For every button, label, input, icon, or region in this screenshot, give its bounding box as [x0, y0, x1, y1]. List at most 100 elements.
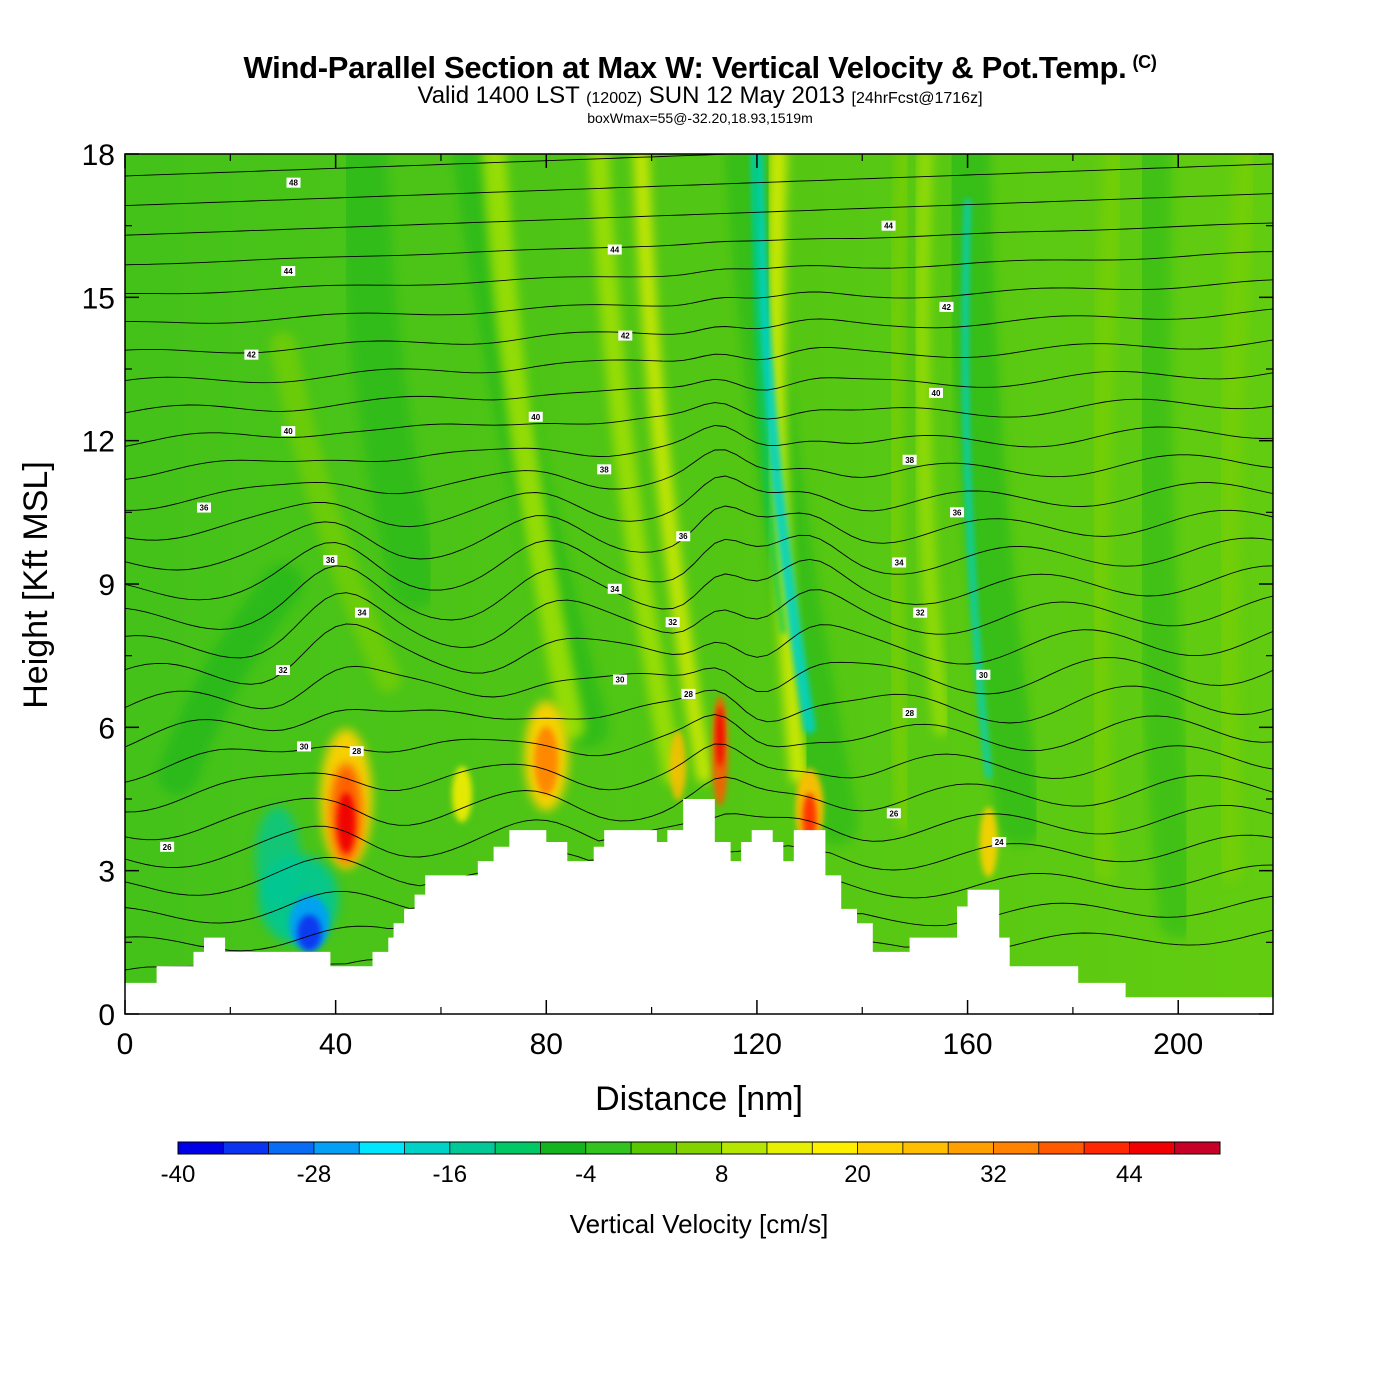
- isentrope-label-box: [297, 741, 312, 752]
- isentrope-line: [125, 834, 1273, 896]
- plot-area: 48 44 44 44 42 42 42 40 40 40 36 38 38 36 36 36 34 34 34 32…: [125, 154, 1273, 1014]
- isentrope-line: [125, 864, 1273, 924]
- isentrope-label-box: [597, 464, 612, 475]
- colorbar-swatch: [766, 1142, 813, 1154]
- velocity-band: [1130, 154, 1199, 939]
- colorbar-tick-label: -16: [432, 1161, 467, 1188]
- y-tick-label: 15: [82, 282, 115, 315]
- colorbar-swatch: [268, 1142, 315, 1154]
- isentrope-label-text: 44: [884, 222, 893, 231]
- isentrope-label-box: [976, 669, 991, 680]
- isentrope-label-text: 28: [905, 709, 914, 718]
- colorbar-swatch: [1174, 1142, 1221, 1154]
- velocity-band: [633, 154, 713, 784]
- isentrope-line: [125, 558, 1273, 630]
- isentrope-line: [125, 804, 1273, 868]
- isentrope-label: 40: [928, 387, 943, 398]
- isentrope-line: [125, 714, 1273, 783]
- isentrope-label-text: 24: [995, 838, 1004, 847]
- isentrope-labels: 48 44 44 44 42 42 42 40 40 40 36 38 38 36 36 36 34 34 34 32…: [160, 177, 1007, 852]
- isentrope-label-box: [892, 557, 907, 568]
- x-tick-label: 0: [117, 1028, 134, 1061]
- colorbar-swatch: [631, 1142, 677, 1154]
- velocity-band: [588, 154, 683, 786]
- isentrope-label: 26: [160, 841, 175, 852]
- isentrope-label: 36: [950, 507, 965, 518]
- isentrope-label-text: 28: [352, 747, 361, 756]
- colorbar-swatch: [1038, 1142, 1085, 1154]
- velocity-cell: [337, 792, 356, 853]
- isentrope-label-box: [607, 244, 622, 255]
- colorbar-swatch: [993, 1142, 1040, 1154]
- isentrope-label-text: 36: [200, 504, 209, 513]
- isentrope-label-box: [950, 507, 965, 518]
- box-wmax-info: boxWmax=55@-32.20,18.93,1519m: [587, 110, 813, 126]
- isentrope-label: 40: [281, 426, 296, 437]
- isentrope-label: 34: [354, 607, 369, 618]
- velocity-band: [1088, 154, 1127, 882]
- velocity-cell: [255, 806, 300, 907]
- isentrope-line: [125, 279, 1273, 324]
- isentrope-label: 32: [665, 617, 680, 628]
- isentrope-label-text: 34: [895, 559, 904, 568]
- isentrope-line: [125, 251, 1273, 295]
- colorbar-tick-label: -40: [161, 1161, 196, 1188]
- isentrope-lines: [125, 154, 1273, 971]
- isentrope-label: 38: [902, 454, 917, 465]
- isentrope-line: [125, 154, 743, 177]
- y-tick-label: 18: [82, 139, 115, 172]
- y-tick-label: 6: [98, 712, 115, 745]
- y-tick-label: 12: [82, 426, 115, 459]
- isentrope-label-text: 26: [163, 843, 172, 852]
- isentrope-label-box: [281, 426, 296, 437]
- isentrope-line: [125, 685, 1273, 748]
- velocity-band: [269, 332, 402, 693]
- isentrope-line: [125, 505, 1273, 571]
- isentrope-label-box: [992, 837, 1007, 847]
- isentrope-line: [125, 398, 1273, 447]
- isentrope-line: [125, 475, 1273, 541]
- velocity-band: [750, 154, 816, 734]
- colorbar-swatch: [178, 1142, 224, 1154]
- x-tick-label: 200: [1153, 1028, 1203, 1061]
- x-tick-label: 160: [943, 1028, 993, 1061]
- velocity-band: [913, 154, 950, 736]
- isentrope-label-box: [881, 220, 896, 231]
- colorbar-frame: [177, 1141, 1221, 1155]
- colorbar-swatch: [313, 1142, 360, 1154]
- isentrope-label: 32: [275, 665, 290, 675]
- isentrope-line: [125, 743, 1273, 813]
- isentrope-label-text: 40: [284, 427, 293, 436]
- isentrope-line: [125, 534, 1273, 601]
- isentrope-label-box: [196, 502, 211, 513]
- isentrope-line: [125, 657, 1273, 710]
- isentrope-label: 38: [597, 464, 612, 475]
- isentrope-line: [125, 589, 1273, 659]
- isentrope-label-text: 42: [247, 351, 256, 360]
- isentrope-label-text: 32: [668, 618, 677, 627]
- colorbar-swatch: [404, 1142, 451, 1154]
- isentrope-label-box: [349, 746, 364, 757]
- isentrope-label-box: [902, 708, 917, 718]
- velocity-cell: [716, 706, 725, 767]
- utc-time: (1200Z): [586, 90, 643, 107]
- velocity-band: [945, 154, 1043, 846]
- colorbar-swatch: [1084, 1142, 1130, 1154]
- isentrope-label: 32: [913, 607, 928, 618]
- isentrope-label-text: 48: [289, 179, 298, 188]
- isentrope-line: [125, 623, 1273, 685]
- velocity-cell: [297, 914, 322, 951]
- isentrope-label-text: 40: [932, 389, 941, 398]
- isentrope-label-box: [323, 555, 338, 566]
- colorbar-tick-label: 32: [980, 1161, 1007, 1188]
- isentrope-label-box: [286, 177, 301, 188]
- colorbar-swatch: [359, 1142, 406, 1154]
- colorbar-swatch: [1129, 1142, 1176, 1154]
- isentrope-label-box: [676, 531, 691, 542]
- isentrope-label-box: [160, 841, 175, 852]
- velocity-band: [961, 198, 993, 779]
- isentrope-label-text: 32: [916, 609, 925, 618]
- velocity-cell: [979, 807, 998, 877]
- forecast-info: [24hrFcst@1716z]: [851, 90, 983, 107]
- isentrope-label-text: 40: [531, 413, 540, 422]
